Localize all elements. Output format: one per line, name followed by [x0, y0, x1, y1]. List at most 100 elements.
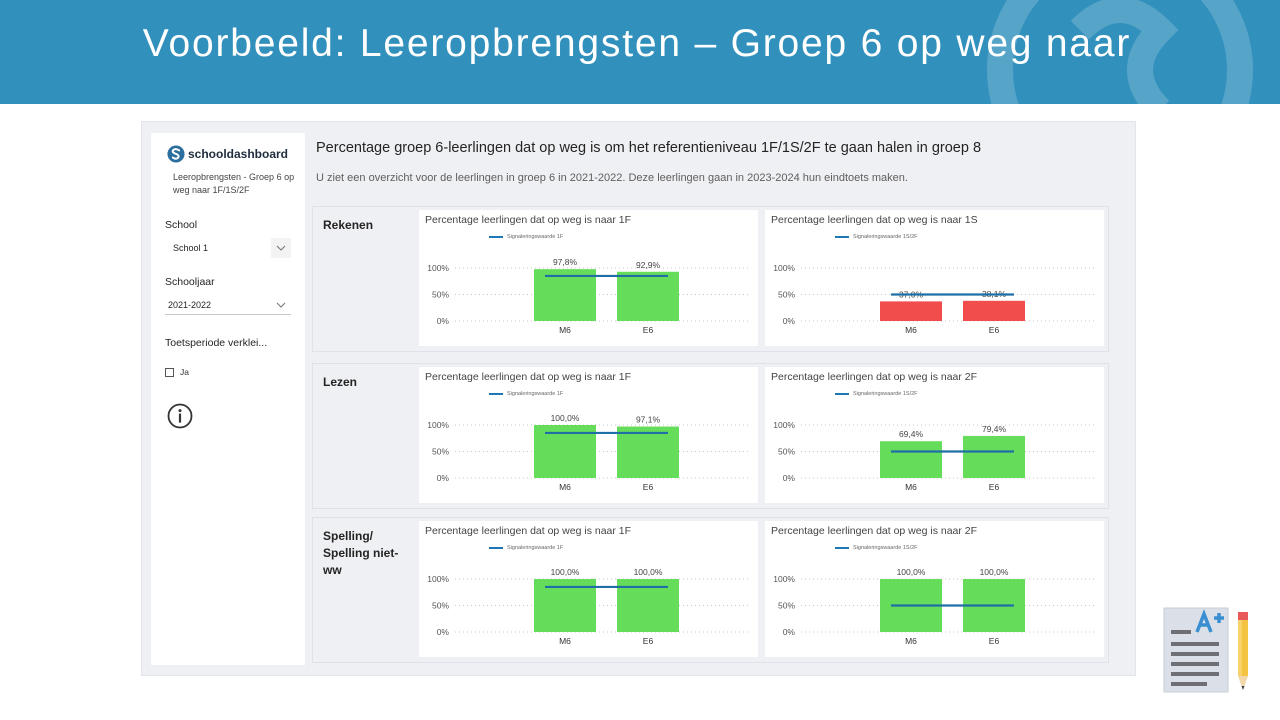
- x-tick-label: M6: [559, 636, 571, 646]
- chart-card: Percentage leerlingen dat op weg is naar…: [419, 521, 758, 657]
- y-tick-label: 50%: [432, 447, 449, 457]
- chart-title: Percentage leerlingen dat op weg is naar…: [771, 525, 978, 537]
- y-tick-label: 100%: [773, 574, 795, 584]
- x-tick-label: M6: [559, 325, 571, 335]
- data-label: 69,4%: [899, 429, 924, 439]
- y-tick-label: 100%: [427, 263, 449, 273]
- toetsperiode-option-label: Ja: [180, 367, 189, 377]
- chart-card: Percentage leerlingen dat op weg is naar…: [765, 210, 1104, 346]
- data-label: 97,1%: [636, 415, 661, 425]
- y-tick-label: 50%: [432, 290, 449, 300]
- toetsperiode-checkbox[interactable]: [165, 367, 174, 377]
- y-tick-label: 0%: [437, 473, 450, 483]
- slide-title: Voorbeeld: Leeropbrengsten – Groep 6 op …: [142, 22, 1132, 65]
- y-tick-label: 0%: [783, 473, 796, 483]
- legend-label: Signaleringswaarde 1F: [507, 545, 564, 551]
- school-filter-label: School: [165, 219, 198, 231]
- y-tick-label: 50%: [778, 601, 795, 611]
- legend-label: Signaleringswaarde 1S/2F: [853, 391, 918, 397]
- bar: [534, 269, 596, 321]
- toetsperiode-label: Toetsperiode verklei...: [165, 337, 268, 349]
- data-label: 100,0%: [551, 413, 580, 423]
- bar: [880, 441, 942, 478]
- school-dropdown-value: School 1: [173, 243, 209, 253]
- watermark-logo-icon: [987, 0, 1253, 104]
- chart-title: Percentage leerlingen dat op weg is naar…: [771, 214, 978, 226]
- schooljaar-filter-label: Schooljaar: [165, 276, 215, 288]
- grade-document-icon: [1163, 607, 1248, 693]
- y-tick-label: 0%: [783, 627, 796, 637]
- bar-chart: 0% 50% 100% 97,8% M6 92,9% E6: [427, 257, 749, 335]
- schooljaar-dropdown-value: 2021-2022: [168, 299, 212, 310]
- chart-legend: Signaleringswaarde 1S/2F: [835, 391, 918, 397]
- chart-legend: Signaleringswaarde 1S/2F: [835, 234, 918, 240]
- bar: [963, 435, 1025, 478]
- section-lezen: Lezen Percentage leerlingen dat op weg i…: [312, 363, 1109, 509]
- brand-name: schooldashboard: [188, 147, 289, 161]
- dashboard-subtitle: U ziet een overzicht voor de leerlingen …: [316, 172, 908, 184]
- section-label: Spelling/ Spelling niet-ww: [323, 529, 399, 577]
- dashboard: schooldashboard Leeropbrengsten - Groep …: [141, 121, 1136, 676]
- dashboard-title: Percentage groep 6-leerlingen dat op weg…: [316, 140, 982, 156]
- x-tick-label: E6: [989, 482, 1000, 492]
- bar: [880, 301, 942, 321]
- chart-legend: Signaleringswaarde 1F: [489, 234, 563, 240]
- legend-label: Signaleringswaarde 1S/2F: [853, 234, 918, 240]
- x-tick-label: E6: [643, 482, 654, 492]
- bar-chart: 0% 50% 100% 69,4% M6 79,4% E6: [773, 420, 1095, 492]
- chart-title: Percentage leerlingen dat op weg is naar…: [425, 371, 632, 383]
- data-label: 97,8%: [553, 257, 578, 267]
- data-label: 100,0%: [980, 567, 1009, 577]
- school-dropdown[interactable]: School 1: [165, 238, 291, 258]
- x-tick-label: M6: [905, 325, 917, 335]
- data-label: 92,9%: [636, 260, 661, 270]
- y-tick-label: 50%: [432, 601, 449, 611]
- chart-card: Percentage leerlingen dat op weg is naar…: [765, 367, 1104, 503]
- section-rekenen: Rekenen Percentage leerlingen dat op weg…: [312, 206, 1109, 352]
- bar-chart: 0%50%100%37,0%M638,1%E6: [773, 263, 1095, 335]
- data-label: 79,4%: [982, 424, 1007, 434]
- chevron-down-icon[interactable]: [271, 295, 291, 315]
- data-label: 100,0%: [897, 567, 926, 577]
- chart-title: Percentage leerlingen dat op weg is naar…: [771, 371, 978, 383]
- chart-title: Percentage leerlingen dat op weg is naar…: [425, 214, 632, 226]
- y-tick-label: 100%: [427, 574, 449, 584]
- bar: [963, 300, 1025, 321]
- x-tick-label: E6: [643, 636, 654, 646]
- chevron-down-icon[interactable]: [271, 238, 291, 258]
- legend-label: Signaleringswaarde 1S/2F: [853, 545, 918, 551]
- legend-line-icon: [835, 236, 849, 238]
- toetsperiode-checkbox-row[interactable]: Ja: [165, 367, 189, 377]
- section-label: Lezen: [323, 375, 358, 389]
- x-tick-label: E6: [989, 325, 1000, 335]
- section-spelling: Spelling/ Spelling niet-ww Percentage le…: [312, 517, 1109, 663]
- chart-card: Percentage leerlingen dat op weg is naar…: [419, 367, 758, 503]
- y-tick-label: 50%: [778, 290, 795, 300]
- sidebar: schooldashboard Leeropbrengsten - Groep …: [151, 133, 305, 665]
- legend-label: Signaleringswaarde 1F: [507, 234, 564, 240]
- chart-card: Percentage leerlingen dat op weg is naar…: [419, 210, 758, 346]
- legend-line-icon: [489, 236, 503, 238]
- chart-legend: Signaleringswaarde 1F: [489, 391, 563, 397]
- schooljaar-dropdown[interactable]: 2021-2022: [165, 295, 291, 315]
- bar-chart: 0% 50% 100% 100,0% M6 97,1% E6: [427, 413, 749, 492]
- x-tick-label: E6: [989, 636, 1000, 646]
- y-tick-label: 100%: [427, 420, 449, 430]
- y-tick-label: 100%: [773, 420, 795, 430]
- chart-title: Percentage leerlingen dat op weg is naar…: [425, 525, 632, 537]
- legend-line-icon: [489, 393, 503, 395]
- chart-card: Percentage leerlingen dat op weg is naar…: [765, 521, 1104, 657]
- y-tick-label: 100%: [773, 263, 795, 273]
- x-tick-label: M6: [905, 482, 917, 492]
- title-banner: Voorbeeld: Leeropbrengsten – Groep 6 op …: [0, 0, 1280, 104]
- chart-legend: Signaleringswaarde 1S/2F: [835, 545, 918, 551]
- legend-line-icon: [835, 547, 849, 549]
- info-icon[interactable]: [167, 403, 193, 429]
- bar: [617, 426, 679, 478]
- bar: [617, 271, 679, 321]
- y-tick-label: 50%: [778, 447, 795, 457]
- bar-chart: 0% 50% 100% 100,0% M6 100,0% E6: [427, 567, 749, 646]
- schooldashboard-logo-icon: [167, 145, 185, 163]
- data-label: 100,0%: [551, 567, 580, 577]
